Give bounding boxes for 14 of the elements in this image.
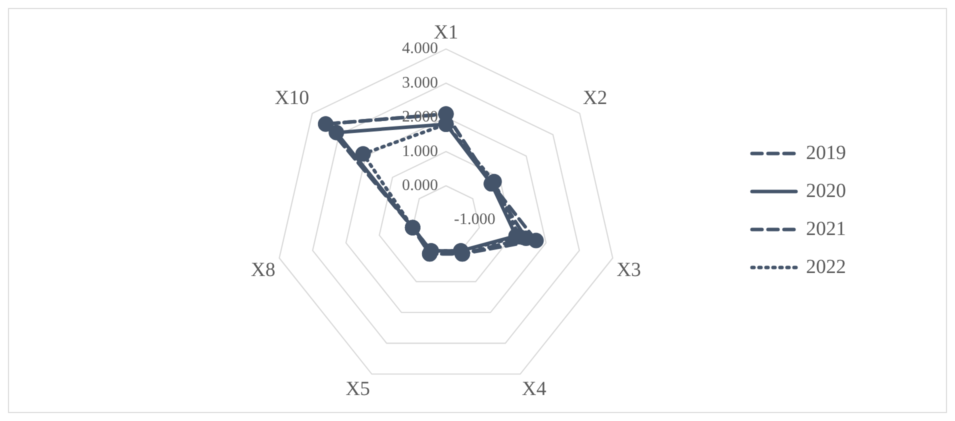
spoke-label: X5 [346,378,370,400]
y-tick-label: -1.000 [454,211,496,228]
legend-label: 2022 [806,256,846,278]
legend-label: 2021 [806,218,846,240]
y-tick-label: 1.000 [402,142,438,160]
spoke-label: X2 [582,87,608,110]
y-tick-label: 3.000 [402,74,438,92]
legend-label: 2020 [806,180,846,202]
legend-label: 2019 [806,142,846,164]
spoke-label: X4 [522,378,546,400]
spoke-label: X10 [274,87,310,110]
spoke-label: X8 [250,259,276,282]
spoke-label: X3 [616,259,642,282]
y-tick-label: 0.000 [402,177,438,194]
